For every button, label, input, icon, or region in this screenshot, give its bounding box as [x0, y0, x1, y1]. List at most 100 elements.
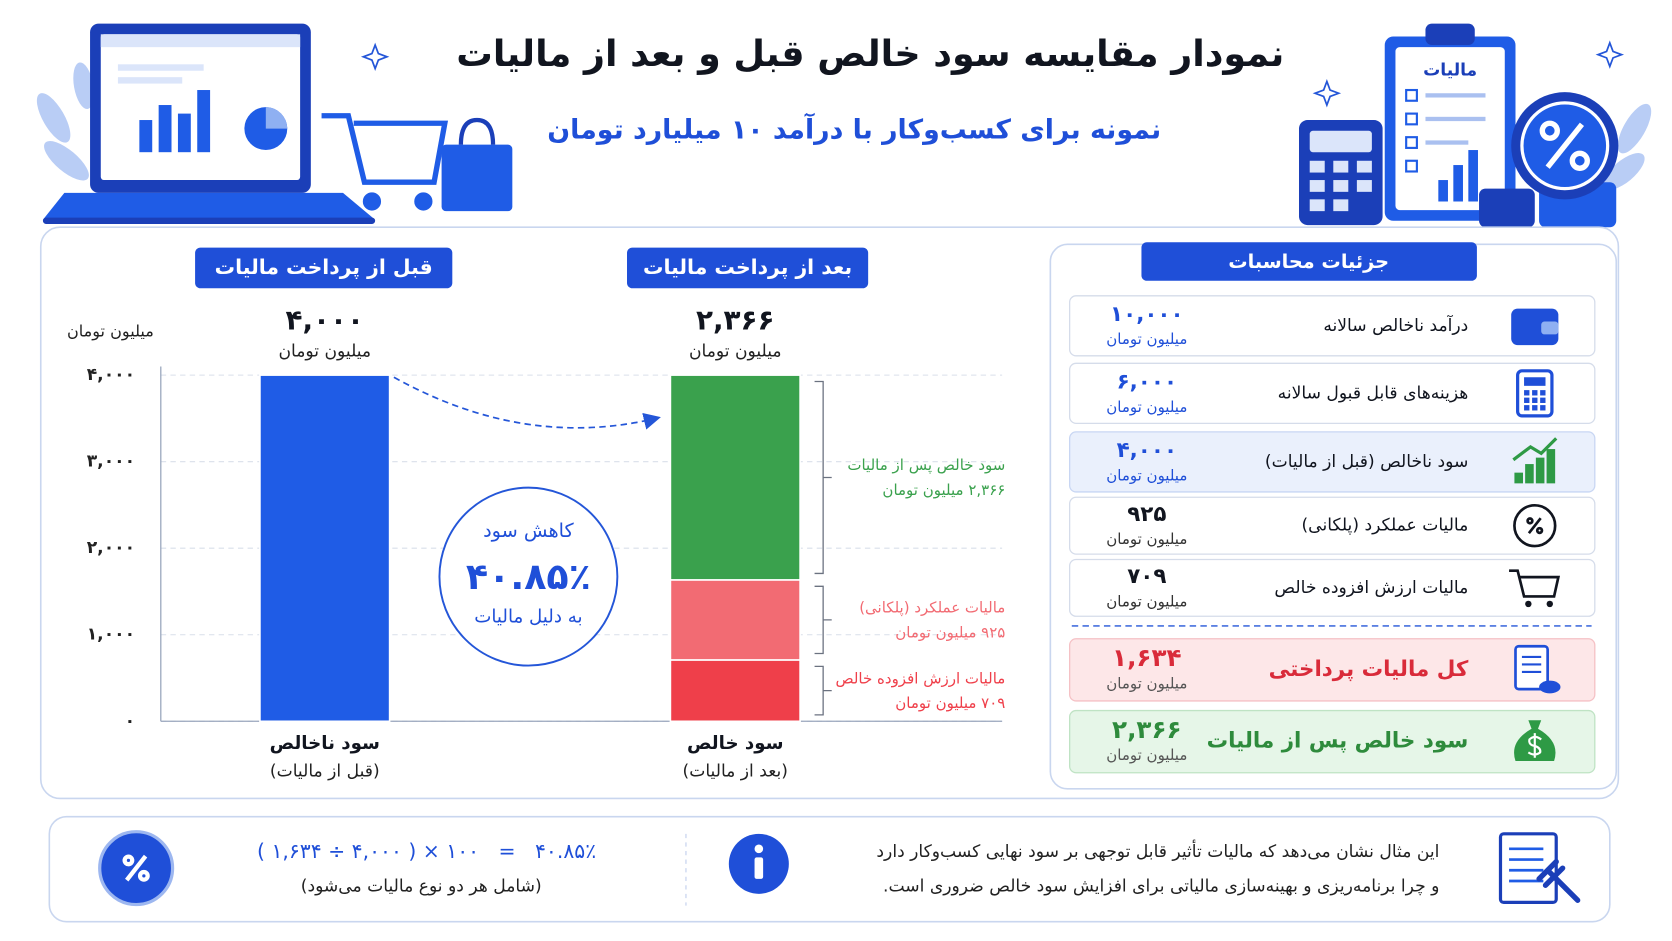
chart-icon-bar — [1535, 457, 1545, 484]
calculator-icon-key — [1540, 405, 1546, 411]
y-tick-label: ۴,۰۰۰ — [87, 365, 135, 385]
panel-label: بعد از پرداخت مالیات — [643, 255, 852, 280]
details-row — [1068, 558, 1596, 617]
invoice-icon-coins — [1539, 680, 1561, 694]
row-label: سود ناخالص (قبل از مالیات) — [1265, 452, 1468, 472]
row-label: مالیات عملکرد (پلکانی) — [1301, 516, 1468, 536]
calculator-icon-key — [1540, 397, 1546, 403]
clipboard-label: مالیات — [1423, 61, 1477, 81]
row-value: ۲,۳۶۶ — [1112, 715, 1182, 744]
chart-icon-bar — [1546, 449, 1556, 484]
row-unit: میلیون تومان — [1106, 398, 1187, 416]
y-axis-label: میلیون تومان — [67, 322, 154, 342]
row-label: کل مالیات پرداختی — [1269, 657, 1469, 682]
clipboard-illustration: مالیات — [1384, 23, 1516, 221]
row-unit: میلیون تومان — [1106, 530, 1187, 548]
sparkle — [360, 42, 390, 72]
bar-top-label: ۴,۰۰۰ — [285, 304, 364, 337]
gavel-icon — [1536, 859, 1581, 903]
details-title-pill — [1141, 242, 1477, 281]
row-label: درآمد ناخالص سالانه — [1323, 314, 1468, 336]
x-tick-label: سود خالص — [687, 733, 784, 754]
row-label: هزینه‌های قابل قبول سالانه — [1278, 383, 1469, 403]
coin-illustration — [1479, 92, 1619, 228]
cart-icon — [1509, 569, 1561, 598]
percent-slash — [1527, 517, 1542, 535]
bar-segment — [259, 374, 391, 723]
wallet-icon-flap — [1541, 321, 1559, 335]
row-value: ۱,۶۳۴ — [1112, 643, 1182, 672]
bar-top-label: ۲,۳۶۶ — [696, 304, 775, 337]
laptop-illustration — [42, 23, 376, 224]
row-unit: میلیون تومان — [1106, 674, 1187, 692]
chart-icon-bar — [1514, 472, 1523, 484]
chart: قبل از پرداخت مالیات بعد از پرداخت مالیات… — [67, 247, 1005, 782]
trend-arrow — [393, 376, 661, 430]
chart-icon-arrow — [1512, 437, 1558, 462]
subtitle: نمونه برای کسب‌وکار با درآمد ۱۰ میلیارد … — [547, 112, 1161, 145]
percent-icon-ring — [1513, 503, 1557, 548]
row-value: ۱۰,۰۰۰ — [1110, 302, 1184, 327]
calculator-icon-key — [1524, 405, 1530, 411]
document-icon — [1498, 832, 1558, 905]
details-row — [1068, 709, 1596, 774]
callout-circle — [438, 486, 619, 667]
footer: ( ۱,۶۳۴ ÷ ۴,۰۰۰ ) × ۱۰۰ = ۴۰.۸۵٪ (شامل هر… — [98, 830, 1581, 907]
details-row — [1068, 362, 1596, 424]
leaves-left — [36, 62, 94, 181]
y-tick-label: ۱,۰۰۰ — [87, 625, 135, 645]
callout-title: کاهش سود — [483, 519, 574, 542]
calculator-icon-key — [1524, 390, 1530, 396]
callout-value: ۴۰.۸۵٪ — [466, 555, 591, 598]
segment-name: سود خالص پس از مالیات — [847, 456, 1005, 475]
row-value: ۹۲۵ — [1127, 502, 1166, 527]
bar-segment — [669, 659, 801, 723]
row-value: ۷۰۹ — [1127, 564, 1166, 589]
sparkle — [1312, 79, 1342, 108]
row-value: ۶,۰۰۰ — [1117, 370, 1177, 395]
percent-icon — [1526, 517, 1544, 535]
y-tick-label: ۲,۰۰۰ — [87, 538, 135, 558]
details: جزئیات محاسبات درآمد ناخالص سالانه ۱۰,۰۰۰ م… — [1068, 242, 1596, 774]
details-row — [1068, 638, 1596, 702]
calculator-icon-screen — [1524, 377, 1546, 386]
calculator-icon-key — [1540, 390, 1546, 396]
percent-dot — [122, 854, 135, 867]
details-title: جزئیات محاسبات — [1228, 250, 1389, 273]
wallet-icon — [1511, 308, 1559, 346]
row-label: سود خالص پس از مالیات — [1207, 729, 1469, 754]
panel-label-pill — [627, 247, 869, 289]
calculator-icon-key — [1532, 397, 1538, 403]
calculator-icon-key — [1532, 405, 1538, 411]
calculator-icon — [1516, 369, 1554, 418]
x-tick-note: (بعد از مالیات) — [683, 762, 788, 782]
percent-dot — [137, 869, 150, 882]
bracket — [814, 585, 832, 655]
x-tick-label: سود ناخالص — [270, 733, 380, 754]
bar-top-unit: میلیون تومان — [689, 342, 782, 362]
segment-name: مالیات عملکرد (پلکانی) — [859, 599, 1005, 618]
x-tick-note: (قبل از مالیات) — [270, 762, 380, 782]
percent-icon — [122, 854, 150, 882]
bracket — [814, 665, 832, 716]
cart-icon-wheel — [1525, 600, 1532, 608]
calculator-illustration — [1298, 120, 1383, 226]
row-unit: میلیون تومان — [1106, 466, 1187, 484]
footer-note: این مثال نشان می‌دهد که مالیات تأثیر قاب… — [876, 839, 1439, 862]
footer-panel — [48, 815, 1611, 923]
panel-label: قبل از پرداخت مالیات — [215, 255, 433, 280]
bar-top-unit: میلیون تومان — [278, 342, 371, 362]
percent-slash — [125, 854, 148, 882]
calculator-icon-key — [1524, 397, 1530, 403]
row-unit: میلیون تومان — [1106, 592, 1187, 610]
leaves-right — [1602, 103, 1652, 190]
chart-icon-bar — [1525, 464, 1534, 484]
details-row — [1068, 496, 1596, 555]
row-value: ۴,۰۰۰ — [1117, 438, 1177, 463]
cart-illustration — [321, 113, 449, 211]
row-unit: میلیون تومان — [1106, 330, 1187, 348]
title: نمودار مقایسه سود خالص قبل و بعد از مالی… — [456, 32, 1284, 75]
row-unit: میلیون تومان — [1106, 746, 1187, 764]
bar-segment — [669, 374, 801, 581]
